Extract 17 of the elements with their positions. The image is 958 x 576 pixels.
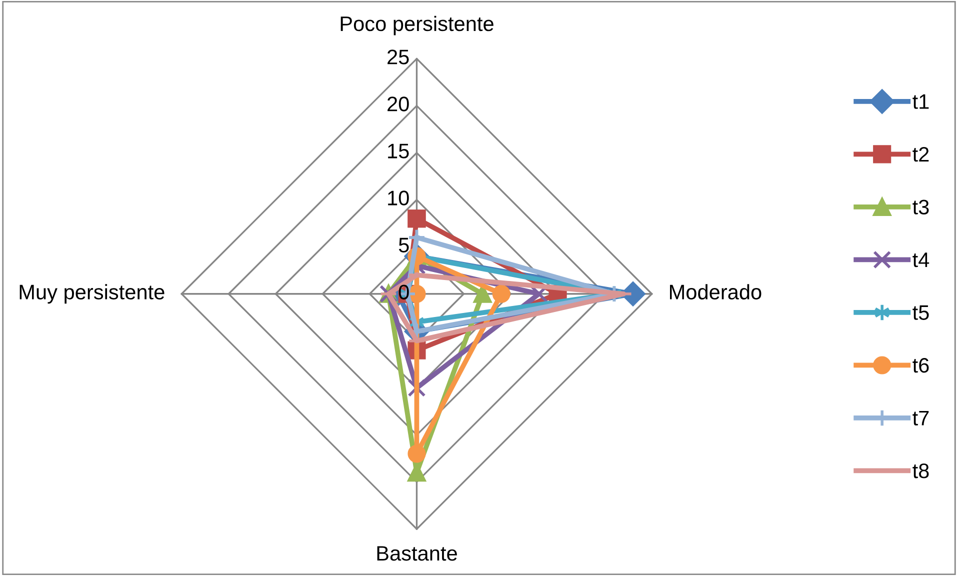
spoke-label: Bastante <box>377 546 457 561</box>
legend-label: t6 <box>912 358 929 373</box>
spoke-label: Moderado <box>670 284 762 300</box>
y-tick-label: 15 <box>388 144 409 158</box>
y-tick-label: 25 <box>388 50 409 64</box>
legend-label: t7 <box>912 410 929 426</box>
legend-label: t2 <box>912 146 929 162</box>
legend-label: t1 <box>912 94 929 109</box>
legend-label: t3 <box>912 200 929 214</box>
y-tick-label: 10 <box>388 190 409 206</box>
spoke-label: Poco persistente <box>340 16 494 36</box>
y-tick-label: 20 <box>388 96 409 112</box>
spoke-label: Muy persistente <box>20 284 164 304</box>
legend-label: t4 <box>912 252 930 268</box>
legend-label: t8 <box>912 463 929 478</box>
y-tick-label: 5 <box>398 238 409 252</box>
legend-label: t5 <box>912 305 929 320</box>
